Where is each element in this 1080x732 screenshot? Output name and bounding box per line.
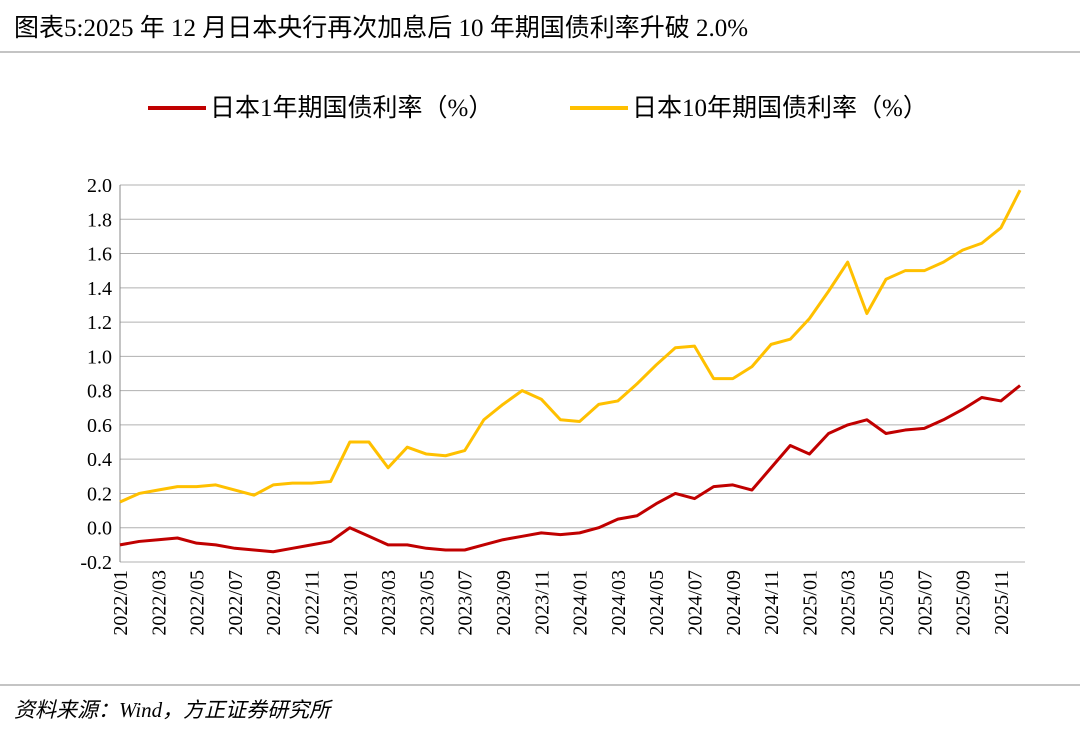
- y-tick-label: 1.0: [87, 346, 112, 368]
- x-tick-label: 2023/03: [378, 570, 400, 636]
- y-tick-label: 1.4: [87, 278, 112, 300]
- series-line: [119, 189, 1022, 504]
- x-tick-label: 2023/01: [340, 570, 362, 636]
- y-tick-label: 0.2: [87, 483, 112, 505]
- x-tick-label: 2022/09: [263, 570, 285, 636]
- x-tick-label: 2022/03: [148, 570, 170, 636]
- x-tick-label: 2024/09: [723, 570, 745, 636]
- x-tick-label: 2023/09: [493, 570, 515, 636]
- y-tick-label: 1.2: [87, 312, 112, 334]
- y-tick-label: -0.2: [80, 552, 112, 574]
- x-tick-label: 2024/07: [685, 570, 707, 636]
- y-tick-label: 0.4: [87, 449, 112, 471]
- x-tick-label: 2024/03: [608, 570, 630, 636]
- x-tick-label: 2025/05: [876, 570, 898, 636]
- source: 资料来源：Wind，方正证券研究所: [14, 698, 333, 722]
- y-tick-label: 0.6: [87, 415, 112, 437]
- y-tick-label: 0.8: [87, 381, 112, 403]
- x-tick-label: 2025/03: [838, 570, 860, 636]
- x-tick-label: 2022/05: [187, 570, 209, 636]
- x-tick-label: 2024/11: [761, 570, 783, 635]
- x-tick-label: 2023/07: [455, 570, 477, 636]
- chart-title: 图表5:2025 年 12 月日本央行再次加息后 10 年期国债利率升破 2.0…: [14, 14, 748, 42]
- x-tick-label: 2025/01: [799, 570, 821, 636]
- x-tick-label: 2022/07: [225, 570, 247, 636]
- x-tick-label: 2025/09: [953, 570, 975, 636]
- y-tick-label: 1.8: [87, 209, 112, 231]
- y-tick-label: 1.6: [87, 244, 112, 266]
- legend-label: 日本10年期国债利率（%）: [632, 94, 928, 122]
- x-tick-label: 2024/01: [570, 570, 592, 636]
- x-tick-label: 2022/11: [302, 570, 324, 635]
- x-tick-label: 2022/01: [110, 570, 132, 636]
- x-tick-label: 2023/05: [416, 570, 438, 636]
- x-tick-label: 2023/11: [531, 570, 553, 635]
- y-tick-label: 2.0: [87, 175, 112, 197]
- x-tick-label: 2025/11: [991, 570, 1013, 635]
- x-tick-label: 2024/05: [646, 570, 668, 636]
- series-line: [119, 384, 1021, 554]
- x-tick-label: 2025/07: [914, 570, 936, 636]
- legend-label: 日本1年期国债利率（%）: [210, 94, 493, 122]
- y-tick-label: 0.0: [87, 518, 112, 540]
